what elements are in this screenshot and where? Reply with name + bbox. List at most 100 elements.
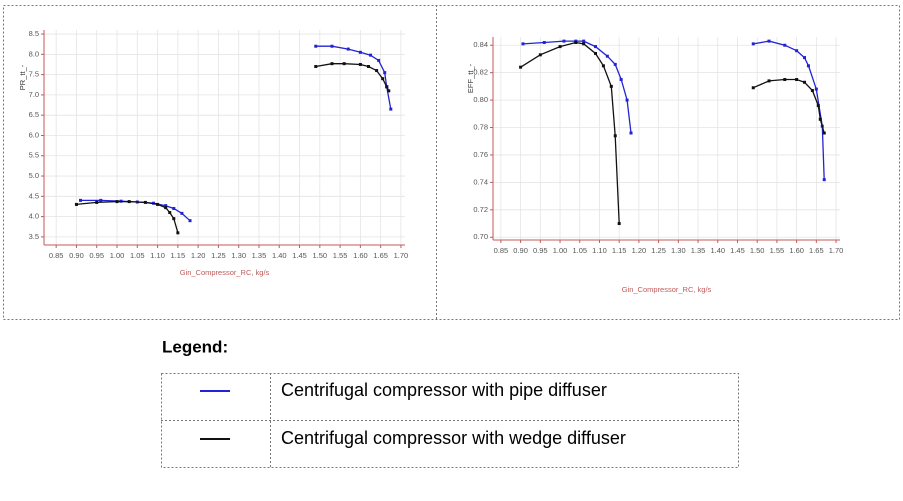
point — [594, 45, 598, 49]
point — [387, 89, 391, 93]
x-tick-label: 1.30 — [671, 246, 686, 255]
point — [314, 65, 318, 69]
y-tick-label: 4.0 — [29, 212, 39, 221]
point — [381, 77, 385, 81]
point — [803, 80, 807, 84]
point — [99, 198, 103, 202]
point — [79, 198, 83, 202]
x-tick-label: 1.60 — [789, 246, 804, 255]
point — [519, 65, 523, 69]
x-tick-label: 1.55 — [770, 246, 785, 255]
point — [601, 64, 605, 68]
y-tick-label: 4.5 — [29, 191, 39, 200]
point — [314, 44, 318, 48]
point — [115, 200, 119, 204]
x-tick-label: 1.35 — [691, 246, 706, 255]
x-tick-label: 1.20 — [191, 251, 206, 260]
x-tick-label: 1.50 — [750, 246, 765, 255]
point — [366, 65, 370, 69]
point — [810, 88, 814, 92]
x-axis-label: Gin_Compressor_RC, kg/s — [622, 285, 712, 294]
y-tick-label: 8.5 — [29, 29, 39, 38]
y-tick-label: 8.0 — [29, 49, 39, 58]
x-tick-label: 1.55 — [333, 251, 348, 260]
point — [164, 204, 168, 208]
point — [783, 43, 787, 47]
x-tick-label: 1.45 — [292, 251, 307, 260]
point — [751, 42, 755, 46]
x-tick-label: 1.05 — [130, 251, 145, 260]
point — [188, 219, 192, 223]
point — [542, 40, 546, 44]
point — [74, 202, 78, 206]
x-tick-label: 1.65 — [809, 246, 824, 255]
y-tick-label: 5.0 — [29, 171, 39, 180]
point — [783, 78, 787, 82]
x-tick-label: 1.45 — [730, 246, 745, 255]
point — [164, 206, 168, 210]
series-line — [80, 45, 392, 222]
x-tick-label: 1.15 — [612, 246, 627, 255]
y-tick-label: 6.5 — [29, 110, 39, 119]
x-tick-label: 1.70 — [394, 251, 409, 260]
x-tick-label: 1.35 — [252, 251, 267, 260]
y-tick-label: 6.0 — [29, 130, 39, 139]
x-tick-label: 0.90 — [69, 251, 84, 260]
point — [562, 39, 566, 43]
x-tick-label: 1.10 — [150, 251, 165, 260]
point — [346, 47, 350, 51]
point — [95, 200, 99, 204]
point — [795, 78, 799, 82]
frame — [3, 5, 900, 320]
x-tick-label: 0.95 — [89, 251, 104, 260]
x-tick-label: 0.95 — [533, 246, 548, 255]
point — [582, 39, 586, 43]
series-line — [76, 63, 390, 233]
y-tick-label: 0.82 — [473, 68, 488, 77]
x-axis-label: Gin_Compressor_RC, kg/s — [180, 268, 270, 277]
point — [767, 39, 771, 43]
point — [342, 62, 346, 66]
x-tick-label: 1.40 — [710, 246, 725, 255]
point — [538, 53, 542, 57]
point — [176, 231, 180, 235]
y-tick-label: 0.74 — [473, 177, 488, 186]
point — [767, 79, 771, 83]
point — [806, 64, 810, 68]
legend-title: Legend: — [162, 337, 228, 356]
point — [375, 69, 379, 73]
x-tick-label: 1.25 — [651, 246, 666, 255]
point — [389, 107, 393, 111]
x-tick-label: 1.25 — [211, 251, 226, 260]
point — [558, 45, 562, 49]
point — [172, 217, 176, 221]
y-tick-label: 0.78 — [473, 123, 488, 132]
y-tick-label: 7.5 — [29, 70, 39, 79]
point — [358, 50, 362, 54]
point — [613, 62, 617, 66]
x-tick-label: 1.05 — [572, 246, 587, 255]
x-tick-label: 1.40 — [272, 251, 287, 260]
point — [383, 71, 387, 75]
y-tick-label: 0.80 — [473, 95, 488, 104]
x-tick-label: 1.50 — [313, 251, 328, 260]
point — [814, 87, 818, 91]
x-tick-label: 1.70 — [829, 246, 844, 255]
point — [629, 131, 633, 135]
x-tick-label: 1.65 — [373, 251, 388, 260]
x-tick-label: 1.20 — [632, 246, 647, 255]
point — [751, 86, 755, 90]
x-tick-label: 0.90 — [513, 246, 528, 255]
point — [795, 49, 799, 53]
point — [330, 62, 334, 66]
x-tick-label: 1.60 — [353, 251, 368, 260]
point — [377, 58, 381, 62]
point — [613, 134, 617, 138]
point — [156, 202, 160, 206]
point — [822, 131, 826, 135]
point — [369, 53, 373, 57]
point — [385, 85, 389, 89]
x-tick-label: 1.30 — [231, 251, 246, 260]
point — [143, 200, 147, 204]
x-tick-label: 1.10 — [592, 246, 607, 255]
